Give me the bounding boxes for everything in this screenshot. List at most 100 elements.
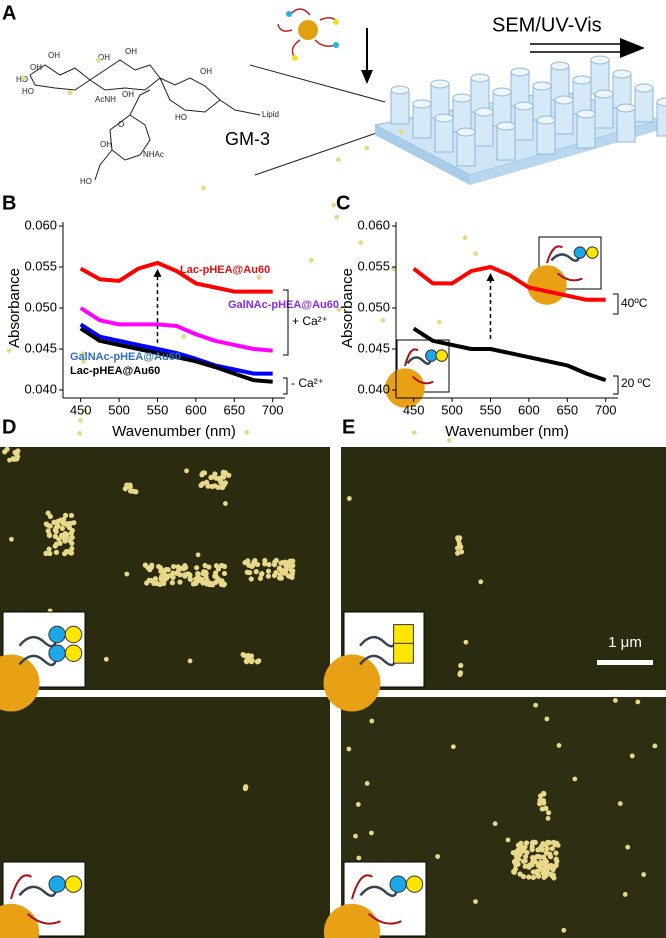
well (572, 79, 592, 115)
y-tick-label: 0.055 (24, 258, 57, 273)
particle (147, 567, 153, 573)
particle (364, 145, 370, 151)
particle (61, 516, 67, 522)
particle (240, 652, 246, 658)
particle (246, 655, 253, 662)
well (616, 103, 636, 113)
well (550, 65, 570, 101)
particle (549, 845, 555, 852)
particle (212, 573, 218, 579)
particle (20, 75, 26, 81)
particle (210, 582, 216, 588)
particle (285, 561, 291, 567)
well (656, 101, 666, 137)
particle (96, 57, 101, 63)
particle (288, 567, 294, 573)
particle (258, 571, 265, 577)
particle (254, 561, 261, 568)
well (434, 117, 454, 153)
particle (473, 251, 478, 257)
y-tick-label: 0.040 (357, 381, 390, 396)
particle (190, 581, 197, 587)
panel-label: A (2, 2, 16, 24)
particle (458, 662, 464, 669)
particle (62, 520, 68, 527)
y-axis-label: Absorbance (339, 268, 356, 348)
particle (523, 853, 529, 860)
particle (369, 718, 375, 724)
particle (356, 855, 362, 861)
panel-label: C (336, 192, 350, 214)
well (510, 67, 530, 77)
particle (278, 575, 284, 581)
particle (545, 815, 551, 821)
particle (411, 430, 417, 436)
particle (530, 859, 536, 865)
particle (380, 317, 386, 323)
particle (530, 874, 537, 881)
particle (514, 854, 520, 860)
particle (124, 571, 130, 577)
well (532, 85, 552, 121)
series-label: GalNAc-pHEA@Au60 (70, 351, 181, 363)
particle (183, 564, 189, 571)
particle (526, 874, 532, 880)
particle (536, 854, 542, 860)
particle (534, 870, 540, 876)
well-plate (373, 55, 666, 185)
particle (492, 821, 498, 827)
well (590, 59, 610, 95)
well (456, 131, 476, 167)
particle (533, 702, 539, 708)
data-line (412, 326, 607, 383)
particle (226, 472, 232, 478)
particle (56, 536, 62, 542)
particle (215, 566, 222, 572)
particle (154, 580, 160, 587)
particle (358, 240, 364, 246)
particle (265, 573, 271, 579)
molecule-name: GM-3 (225, 129, 270, 149)
well (496, 125, 516, 161)
particle (218, 581, 225, 588)
well (594, 89, 614, 99)
particle (335, 157, 341, 163)
double-arrow (530, 43, 625, 53)
particle (478, 579, 484, 585)
x-tick-label: 700 (262, 402, 284, 417)
particle (458, 549, 465, 555)
particle (331, 202, 337, 208)
particle (346, 746, 352, 752)
particle (7, 457, 12, 463)
particle (447, 438, 452, 443)
x-tick-label: 700 (595, 402, 617, 417)
particle (14, 452, 20, 458)
particle (391, 266, 396, 272)
particle (541, 791, 547, 797)
data-line (412, 265, 606, 302)
well (470, 77, 490, 113)
particle (265, 568, 272, 574)
well (412, 99, 432, 109)
panel-label: E (342, 416, 355, 438)
inset-sugar (64, 875, 83, 893)
scale-bar-label: 1 μm (608, 634, 642, 651)
particle (555, 842, 561, 848)
molecule-label: OH (122, 90, 134, 99)
well (576, 109, 596, 119)
method-label: SEM/UV-Vis (492, 14, 602, 36)
particle (43, 550, 49, 556)
molecule-label: NHAc (143, 150, 164, 159)
inset-polymer (404, 348, 434, 385)
particle (539, 806, 545, 812)
well (554, 99, 574, 135)
particle (290, 562, 296, 569)
particle (243, 784, 249, 790)
molecule-label: O (118, 120, 124, 129)
particle (546, 810, 552, 816)
particle (541, 854, 547, 860)
y-tick-label: 0.050 (357, 299, 390, 314)
well (514, 105, 534, 141)
particle (52, 527, 58, 533)
